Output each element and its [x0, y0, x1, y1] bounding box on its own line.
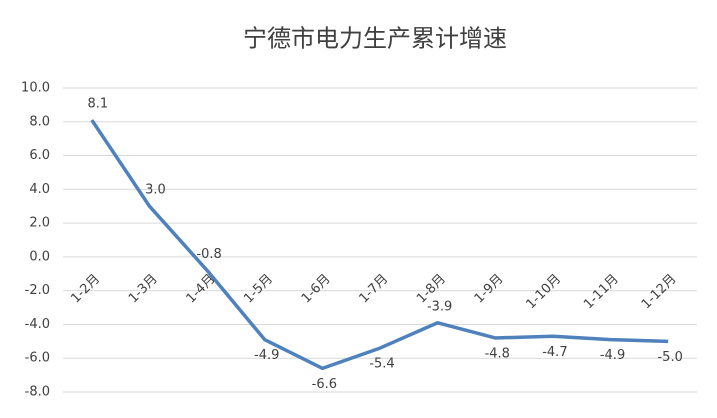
data-label: -4.8: [485, 346, 510, 361]
y-tick-label: 0.0: [29, 249, 50, 264]
x-tick-label: 1-2月: [68, 272, 103, 307]
data-line: [90, 119, 669, 371]
data-label: -4.7: [542, 345, 567, 360]
data-label: 3.0: [145, 183, 166, 198]
x-tick-label: 1-7月: [356, 272, 391, 307]
y-tick-label: 10.0: [21, 81, 50, 96]
y-tick-label: -8.0: [25, 385, 50, 400]
x-tick-label: 1-9月: [472, 272, 507, 307]
data-label: -3.9: [427, 299, 452, 314]
data-label: 8.1: [87, 97, 108, 112]
x-tick-label: 1-6月: [299, 272, 334, 307]
y-tick-label: 4.0: [29, 182, 50, 197]
data-label: -5.0: [657, 350, 682, 365]
data-label: -5.4: [369, 357, 394, 372]
x-tick-label: 1-11月: [581, 272, 622, 313]
y-tick-label: 8.0: [29, 114, 50, 129]
x-tick-label: 1-10月: [524, 272, 565, 313]
y-tick-label: 2.0: [29, 216, 50, 231]
y-tick-label: -4.0: [25, 317, 50, 332]
data-label: -0.8: [196, 247, 221, 262]
y-tick-label: -2.0: [25, 283, 50, 298]
chart-title: 宁德市电力生产累计增速: [243, 25, 507, 53]
x-tick-label: 1-3月: [126, 272, 161, 307]
data-label: -4.9: [600, 348, 625, 363]
y-tick-label: 6.0: [29, 148, 50, 163]
data-label: -4.9: [254, 348, 279, 363]
x-tick-label: 1-12月: [639, 272, 680, 313]
y-tick-label: -6.0: [25, 351, 50, 366]
x-tick-label: 1-5月: [241, 272, 276, 307]
data-label: -6.6: [312, 377, 337, 392]
